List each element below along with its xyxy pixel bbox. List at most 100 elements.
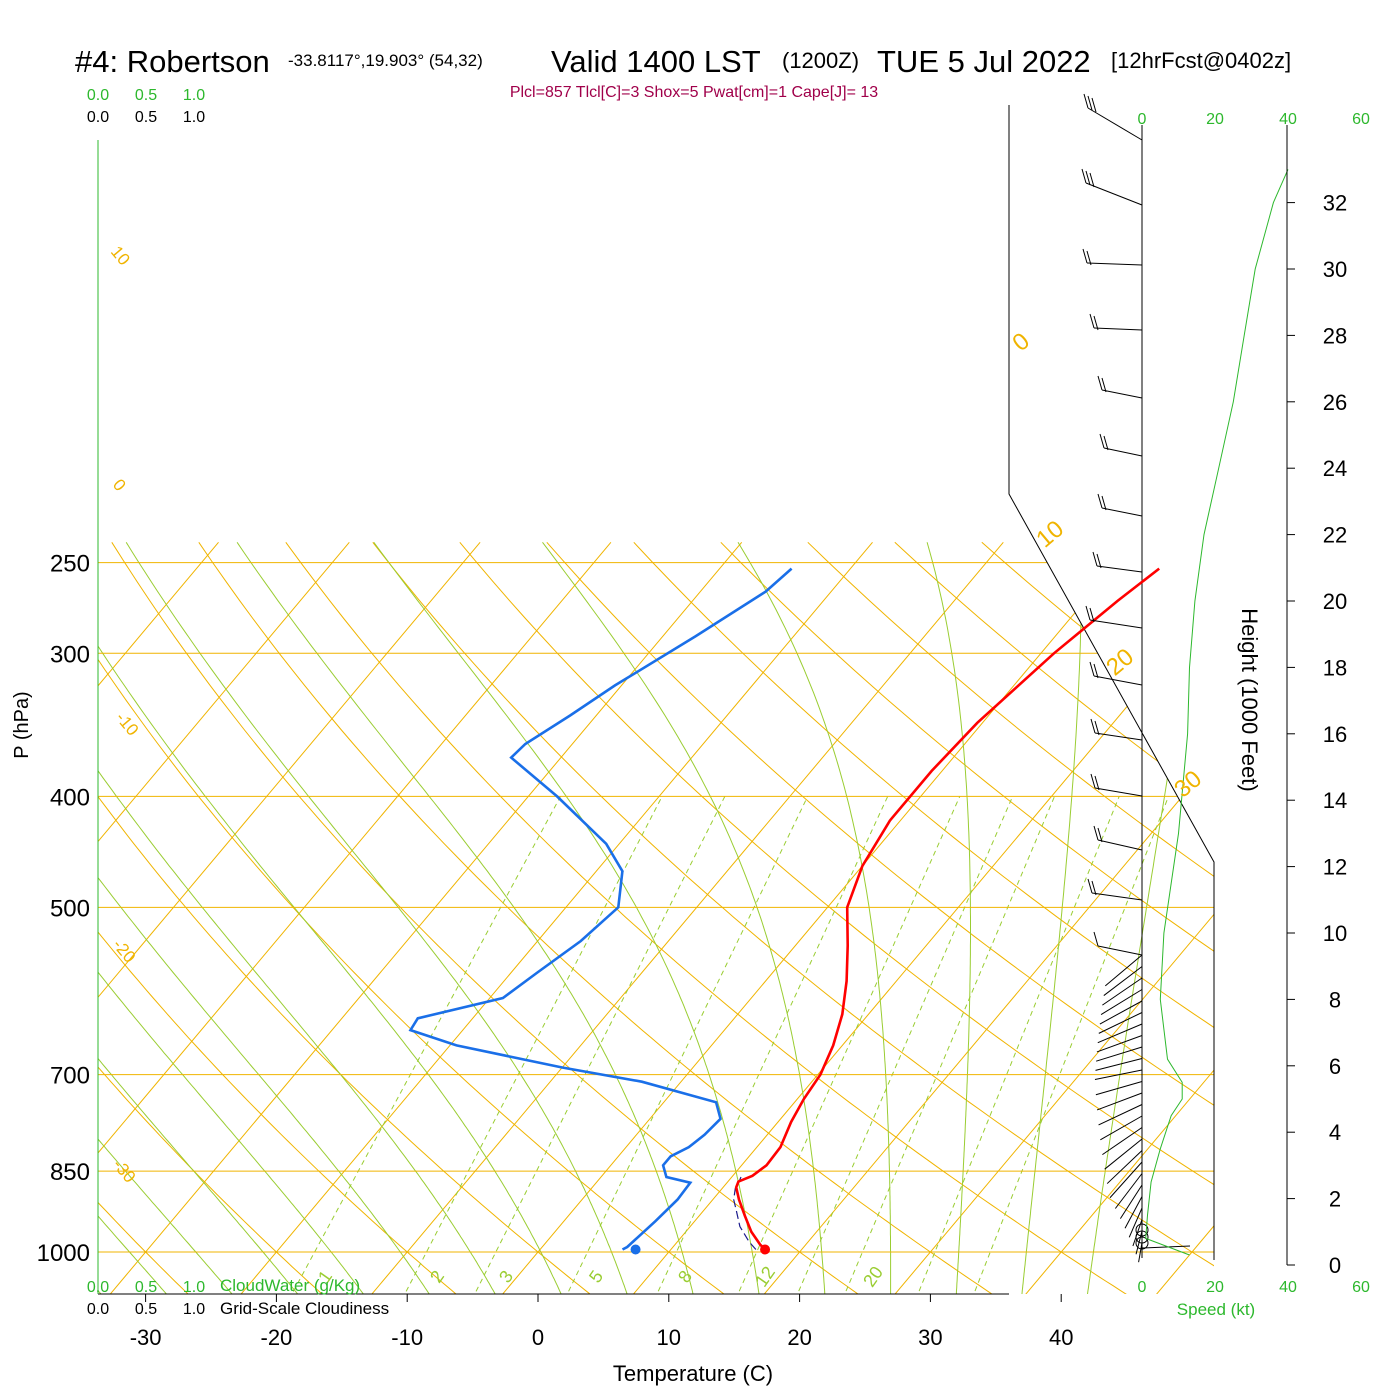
moist-adiabat-line bbox=[236, 542, 695, 1294]
barb-staff bbox=[1097, 945, 1143, 956]
pressure-tick-label: 250 bbox=[50, 551, 90, 578]
isotherm-line bbox=[105, 542, 743, 1294]
mixing-ratio-line bbox=[915, 796, 1120, 1294]
moist-adiabat-line bbox=[926, 542, 971, 1294]
y-axis-title: P (hPa) bbox=[11, 691, 33, 758]
dry-adiabat-line bbox=[98, 542, 463, 1294]
wind-barb-low bbox=[1099, 1000, 1143, 1025]
height-tick-label: 6 bbox=[1329, 1054, 1341, 1079]
barb-staff bbox=[1093, 327, 1143, 331]
barb-flag bbox=[1099, 433, 1105, 449]
x-tick-label: 30 bbox=[918, 1325, 942, 1350]
pressure-tick-label: 1000 bbox=[37, 1240, 90, 1267]
moist-adiabat-line bbox=[98, 542, 237, 1294]
height-tick-label: 24 bbox=[1323, 456, 1347, 481]
wind-barb bbox=[1083, 93, 1143, 141]
dry-adiabat-label: 0 bbox=[1007, 328, 1035, 357]
barb-staff bbox=[1091, 892, 1143, 901]
calm-circle bbox=[1135, 1223, 1149, 1237]
isotherm-line bbox=[759, 542, 1214, 1294]
dry-adiabat-label: -10 bbox=[112, 708, 142, 739]
x-tick-label: -30 bbox=[130, 1325, 162, 1350]
mixing-ratio-line bbox=[564, 796, 809, 1294]
pressure-tick-label: 300 bbox=[50, 641, 90, 668]
cloud-axis-label: 0.0 bbox=[87, 109, 109, 126]
wind-barb-low bbox=[1095, 1046, 1143, 1062]
wind-barb-low bbox=[1109, 1161, 1143, 1199]
isotherm-line bbox=[890, 542, 1214, 1294]
pressure-tick-label: 850 bbox=[50, 1159, 90, 1186]
barb-flag bbox=[1094, 775, 1100, 791]
isotherm-line bbox=[628, 542, 1214, 1294]
dry-adiabat-line bbox=[198, 542, 1001, 1294]
wind-barb-low bbox=[1096, 1092, 1143, 1111]
barb-flag bbox=[1089, 607, 1095, 623]
barb-flag bbox=[1083, 93, 1089, 109]
isobar-lines bbox=[98, 562, 1214, 1253]
surface-temperature-marker bbox=[760, 1244, 771, 1255]
dry-adiabat-line bbox=[459, 541, 1214, 1294]
barb-flag bbox=[1097, 493, 1103, 509]
wind-barb-low bbox=[1104, 954, 1143, 987]
barb-staff bbox=[1101, 507, 1143, 517]
cloud-axis-label: 1.0 bbox=[183, 87, 205, 104]
pressure-tick-label: 700 bbox=[50, 1063, 90, 1090]
cloud-axis-label: 1.0 bbox=[183, 1279, 205, 1296]
barb-flag bbox=[1086, 250, 1092, 266]
wind-barb bbox=[1093, 931, 1143, 956]
height-tick-label: 12 bbox=[1323, 855, 1347, 880]
moist-adiabat-line bbox=[98, 542, 172, 1294]
wind-barb-low bbox=[1104, 1138, 1143, 1170]
cloud-axis-label: 0.0 bbox=[87, 1279, 109, 1296]
barb-flag bbox=[1093, 825, 1099, 841]
dry-adiabat-line bbox=[111, 542, 866, 1294]
dry-adiabat-line bbox=[98, 542, 194, 1294]
station-coords: -33.8117°,19.903° (54,32) bbox=[288, 51, 483, 70]
wind-barb-low bbox=[1097, 1023, 1143, 1044]
barb-flag bbox=[1089, 313, 1095, 329]
mixing-ratio-label: 12 bbox=[751, 1263, 779, 1291]
cloudwater-label: CloudWater (g/Kg) bbox=[220, 1276, 360, 1295]
mixing-ratio-line bbox=[288, 796, 561, 1294]
barb-staff bbox=[1086, 262, 1143, 266]
barb-staff bbox=[1101, 389, 1143, 399]
barb-flag bbox=[1081, 168, 1087, 184]
mixing-ratio-line bbox=[401, 796, 663, 1294]
zulu-time: (1200Z) bbox=[782, 48, 859, 73]
station-title: #4: Robertson bbox=[75, 44, 270, 79]
wind-barb-low bbox=[1098, 1012, 1143, 1034]
dry-adiabat-line bbox=[807, 541, 1214, 1294]
forecast-date: TUE 5 Jul 2022 bbox=[877, 44, 1091, 79]
barb-flag bbox=[1103, 435, 1109, 451]
barb-flag bbox=[1097, 375, 1103, 391]
barb-flag bbox=[1097, 827, 1103, 843]
height-tick-label: 0 bbox=[1329, 1253, 1341, 1278]
dry-adiabat-label: 0 bbox=[109, 475, 130, 494]
speed-top-tick-label: 0 bbox=[1138, 111, 1147, 128]
isotherm-line bbox=[497, 542, 1135, 1294]
wind-barb-low bbox=[1095, 1081, 1143, 1096]
x-tick-label: 0 bbox=[532, 1325, 544, 1350]
barb-flag bbox=[1087, 95, 1093, 111]
x-tick-label: -10 bbox=[391, 1325, 423, 1350]
barb-staff bbox=[1097, 839, 1143, 851]
cloud-axis-label: 0.5 bbox=[135, 109, 157, 126]
barb-staff bbox=[1087, 107, 1143, 141]
barb-flag bbox=[1090, 718, 1096, 734]
wind-barb-low bbox=[1096, 1035, 1143, 1053]
moist-adiabat-line bbox=[98, 542, 303, 1294]
calm-circle bbox=[1135, 1236, 1149, 1250]
barb-flag bbox=[1101, 377, 1107, 393]
barb-staff bbox=[1093, 675, 1143, 686]
surface-dewpoint-marker bbox=[630, 1244, 641, 1255]
speed-axis-title: Speed (kt) bbox=[1177, 1300, 1255, 1319]
barb-staff bbox=[1103, 447, 1143, 457]
x-tick-label: -20 bbox=[261, 1325, 293, 1350]
valid-time: Valid 1400 LST bbox=[551, 44, 761, 79]
wind-speed-profile bbox=[1145, 169, 1289, 1256]
barb-flag bbox=[1082, 248, 1088, 264]
barb-flag bbox=[1090, 773, 1096, 789]
wind-barb bbox=[1090, 773, 1143, 797]
barb-flag bbox=[1093, 931, 1099, 947]
